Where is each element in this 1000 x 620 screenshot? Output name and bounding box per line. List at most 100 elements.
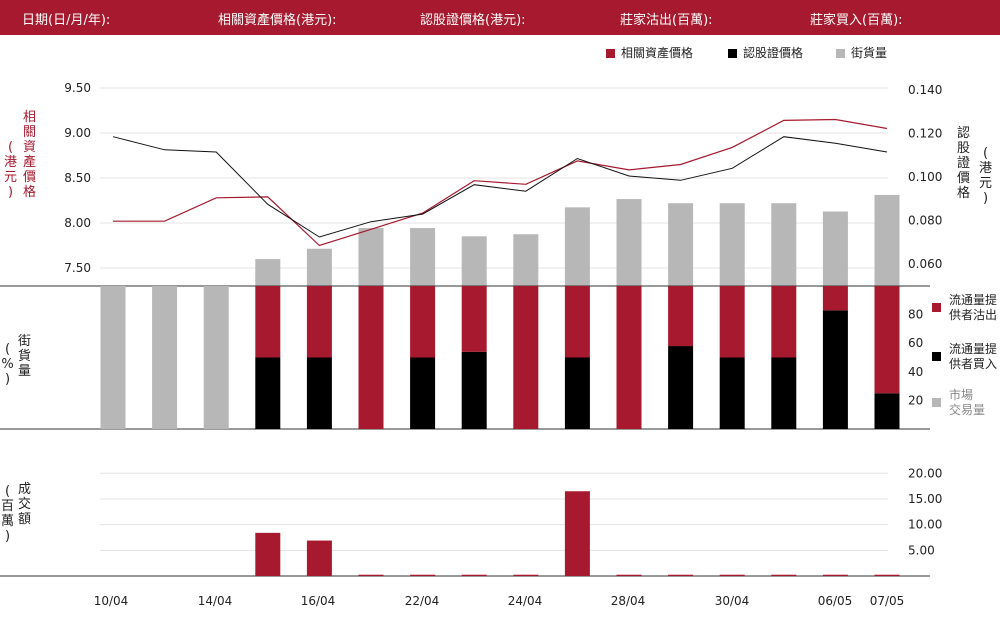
turnover-bar	[461, 574, 487, 576]
axis-title-char: 貨	[17, 349, 31, 364]
mid-legend-lp-sell-line2: 供者沽出	[949, 308, 998, 322]
legend-swatch-red	[606, 49, 615, 58]
warrant-tick-label: 0.100	[908, 170, 942, 184]
market-volume-bar	[203, 286, 229, 429]
warrant-price-label: 認股證價格(港元):	[420, 13, 526, 28]
lp-sell-bar	[874, 286, 900, 394]
outstanding-bar	[461, 236, 487, 286]
axis-unit-char: )	[4, 529, 11, 544]
mid-legend-swatch-red	[932, 303, 941, 312]
x-tick-label: 28/04	[611, 594, 646, 608]
warrant-tick-label: 0.060	[908, 257, 942, 271]
turnover-bar	[255, 532, 281, 576]
lp-sell-label: 莊家沽出(百萬):	[620, 13, 713, 28]
warrant-tick-label: 0.120	[908, 126, 942, 140]
axis-title-char: 成	[17, 482, 31, 497]
warrant-axis-title: 認 股 證 價 格	[956, 126, 971, 201]
turnover-bar	[410, 574, 436, 576]
x-tick-label: 06/05	[818, 594, 853, 608]
axis-title-char: 相	[22, 110, 36, 125]
axis-unit-char: 元	[3, 170, 17, 185]
outstanding-bar	[410, 228, 436, 286]
outstanding-bar	[616, 199, 642, 286]
lp-buy-bar	[874, 393, 900, 429]
axis-title-char: 產	[22, 155, 36, 170]
turnover-bar	[668, 574, 694, 576]
mid-legend-market: 市場 交易量	[932, 388, 985, 418]
lp-buy-bar	[564, 357, 590, 429]
axis-unit-char: )	[4, 372, 11, 387]
outstanding-bar	[719, 203, 745, 286]
legend-underlying-label: 相關資產價格	[621, 46, 694, 60]
legend-outstanding-label: 街貨量	[851, 46, 888, 60]
axis-title-char: 額	[17, 512, 31, 527]
mid-legend-lp-buy-line1: 流通量提	[949, 342, 998, 356]
axis-title-char: 交	[17, 497, 31, 512]
lp-tick-label: 20	[908, 393, 923, 407]
turnover-tick-label: 5.00	[908, 543, 935, 557]
x-tick-label: 24/04	[508, 594, 543, 608]
header-bar: 日期(日/月/年): 相關資產價格(港元): 認股證價格(港元): 莊家沽出(百…	[0, 0, 1000, 35]
lp-tick-label: 80	[908, 308, 923, 322]
axis-title-char: 關	[22, 125, 36, 140]
outstanding-bar	[771, 203, 797, 286]
underlying-tick-label: 8.00	[64, 216, 91, 230]
axis-title-char: 資	[22, 140, 36, 155]
lp-sell-bar	[461, 286, 487, 352]
warrant-axis-unit: ( 港 元 )	[978, 146, 993, 206]
turnover-axis-unit: ( 百 萬 )	[0, 484, 15, 544]
outstanding-bar	[564, 207, 590, 286]
pct-axis-title: 街 貨 量	[17, 334, 32, 379]
x-tick-label: 14/04	[198, 594, 233, 608]
legend-swatch-black	[728, 49, 737, 58]
axis-unit-char: )	[7, 185, 14, 200]
turnover-tick-label: 15.00	[908, 492, 942, 506]
outstanding-bar	[255, 259, 281, 286]
turnover-bar	[306, 540, 332, 576]
axis-title-char: 格	[22, 185, 36, 200]
axis-title-char: 價	[22, 170, 36, 185]
warrant-price-line	[112, 136, 888, 238]
market-volume-bar	[100, 286, 126, 429]
axis-title-char: 格	[956, 186, 970, 201]
warrant-tick-label: 0.080	[908, 214, 942, 228]
lp-buy-bar	[771, 357, 797, 429]
lp-sell-bar	[306, 286, 332, 358]
underlying-tick-label: 8.50	[64, 171, 91, 185]
turnover-axis-title: 成 交 額	[17, 482, 32, 527]
turnover-tick-label: 10.00	[908, 518, 942, 532]
mid-legend-market-line1: 市場	[949, 388, 974, 402]
axis-unit-char: (	[4, 342, 11, 357]
axis-title-char: 證	[956, 156, 970, 171]
lp-sell-bar	[771, 286, 797, 358]
axis-title-char: 價	[956, 171, 970, 186]
turnover-bar	[616, 574, 642, 576]
axis-unit-char: (	[7, 140, 14, 155]
axis-unit-char: (	[4, 484, 11, 499]
lp-sell-bar	[616, 286, 642, 429]
lp-tick-label: 40	[908, 365, 923, 379]
turnover-bar	[771, 574, 797, 576]
turnover-bar	[513, 574, 539, 576]
lp-sell-bar	[410, 286, 436, 358]
underlying-tick-label: 7.50	[64, 261, 91, 275]
mid-legend-lp-buy-line2: 供者買入	[949, 357, 998, 371]
turnover-bar	[822, 574, 848, 576]
axis-unit-char: 港	[3, 155, 17, 170]
lp-sell-bar	[668, 286, 694, 347]
market-volume-bar	[152, 286, 178, 429]
turnover-tick-label: 20.00	[908, 466, 942, 480]
legend-warrant: 認股證價格	[728, 44, 803, 61]
lp-buy-bar	[306, 357, 332, 429]
underlying-tick-label: 9.50	[64, 81, 91, 95]
mid-legend-lp-sell-line1: 流通量提	[949, 293, 998, 307]
outstanding-bar	[668, 203, 694, 286]
outstanding-bar	[874, 194, 900, 286]
x-tick-label: 30/04	[715, 594, 750, 608]
outstanding-bar	[306, 248, 332, 286]
lp-buy-bar	[410, 357, 436, 429]
lp-sell-bar	[358, 286, 384, 429]
x-tick-label: 16/04	[301, 594, 336, 608]
legend-warrant-label: 認股證價格	[743, 46, 804, 60]
